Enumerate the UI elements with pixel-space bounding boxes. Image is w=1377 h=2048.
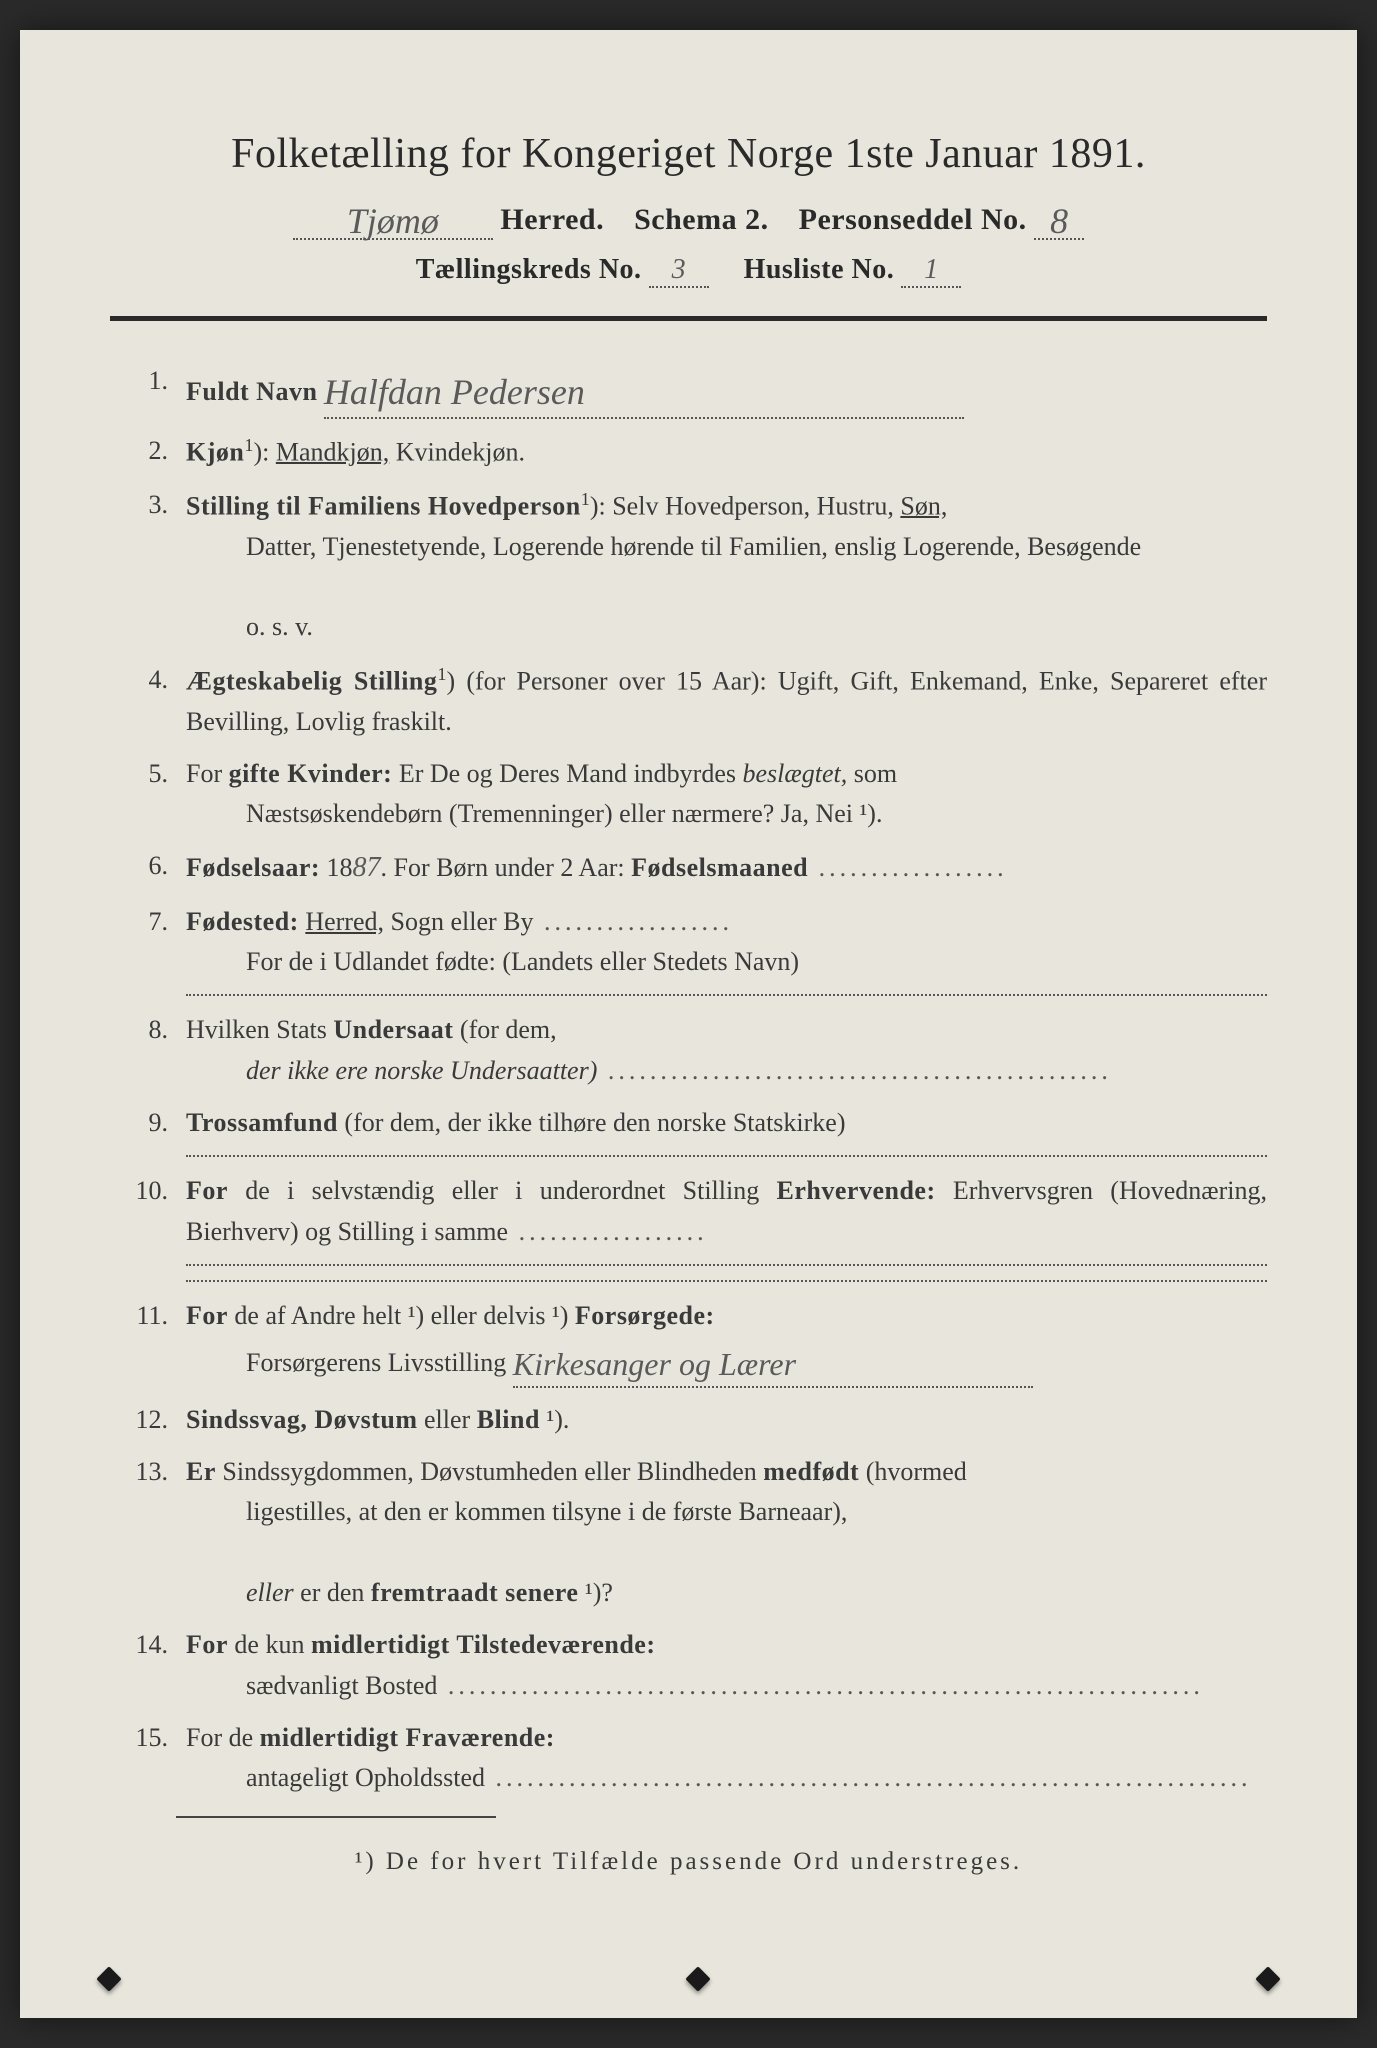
item-body: For de kun midlertidigt Tilstedeværende:… [186, 1625, 1267, 1706]
item-body: For gifte Kvinder: Er De og Deres Mand i… [186, 754, 1267, 835]
item-number: 3. [120, 485, 186, 648]
form-item: 12.Sindssvag, Døvstum eller Blind ¹). [120, 1400, 1267, 1440]
item-number: 2. [120, 431, 186, 473]
form-title: Folketælling for Kongeriget Norge 1ste J… [110, 130, 1267, 178]
item-number: 15. [120, 1718, 186, 1799]
item-body: Sindssvag, Døvstum eller Blind ¹). [186, 1400, 1267, 1440]
herred-label: Herred. [500, 203, 604, 236]
personseddel-hw: 8 [1034, 196, 1084, 240]
form-item: 7.Fødested: Herred, Sogn eller By ......… [120, 902, 1267, 983]
item-body: Stilling til Familiens Hovedperson1): Se… [186, 485, 1267, 648]
item-number: 11. [120, 1296, 186, 1388]
form-item: 10.For de i selvstændig eller i underord… [120, 1171, 1267, 1252]
form-item: 1.Fuldt Navn Halfdan Pedersen [120, 361, 1267, 419]
form-item: 13.Er Sindssygdommen, Døvstumheden eller… [120, 1452, 1267, 1613]
form-item: 3.Stilling til Familiens Hovedperson1): … [120, 485, 1267, 648]
item-body: For de midlertidigt Fraværende:antagelig… [186, 1718, 1267, 1799]
kreds-label: Tællingskreds No. [416, 254, 642, 285]
item-number: 5. [120, 754, 186, 835]
husliste-hw: 1 [901, 254, 961, 288]
pin-icon [685, 1966, 710, 1991]
item-body: Er Sindssygdommen, Døvstumheden eller Bl… [186, 1452, 1267, 1613]
item-body: For de af Andre helt ¹) eller delvis ¹) … [186, 1296, 1267, 1388]
schema-label: Schema 2. [634, 203, 769, 236]
pin-icon [96, 1966, 121, 1991]
item-number: 14. [120, 1625, 186, 1706]
item-number: 9. [120, 1103, 186, 1143]
header-line-3: Tællingskreds No. 3 Husliste No. 1 [110, 254, 1267, 288]
form-item: 14.For de kun midlertidigt Tilstedeværen… [120, 1625, 1267, 1706]
form-item: 2.Kjøn1): Mandkjøn, Kvindekjøn. [120, 431, 1267, 473]
item-number: 1. [120, 361, 186, 419]
form-item: 15.For de midlertidigt Fraværende:antage… [120, 1718, 1267, 1799]
item-body: Kjøn1): Mandkjøn, Kvindekjøn. [186, 431, 1267, 473]
item-number: 4. [120, 660, 186, 742]
header-line-2: Tjømø Herred. Schema 2. Personseddel No.… [110, 196, 1267, 240]
dotted-rule [186, 1280, 1267, 1282]
form-item: 4.Ægteskabelig Stilling1) (for Personer … [120, 660, 1267, 742]
census-form-page: Folketælling for Kongeriget Norge 1ste J… [20, 30, 1357, 2018]
form-item: 5.For gifte Kvinder: Er De og Deres Mand… [120, 754, 1267, 835]
item-number: 7. [120, 902, 186, 983]
personseddel-label: Personseddel No. [799, 203, 1027, 236]
form-item: 6.Fødselsaar: 1887. For Børn under 2 Aar… [120, 846, 1267, 889]
form-item: 11.For de af Andre helt ¹) eller delvis … [120, 1296, 1267, 1388]
item-number: 6. [120, 846, 186, 889]
form-items: 1.Fuldt Navn Halfdan Pedersen2.Kjøn1): M… [110, 361, 1267, 1798]
husliste-label: Husliste No. [744, 254, 895, 285]
item-body: Ægteskabelig Stilling1) (for Personer ov… [186, 660, 1267, 742]
item-number: 12. [120, 1400, 186, 1440]
item-body: Trossamfund (for dem, der ikke tilhøre d… [186, 1103, 1267, 1143]
form-header: Folketælling for Kongeriget Norge 1ste J… [110, 130, 1267, 288]
item-number: 8. [120, 1010, 186, 1091]
dotted-rule [186, 1264, 1267, 1266]
dotted-rule [186, 1155, 1267, 1157]
footnote-rule [176, 1816, 496, 1818]
form-item: 8.Hvilken Stats Undersaat (for dem,der i… [120, 1010, 1267, 1091]
dotted-rule [186, 994, 1267, 996]
herred-handwritten: Tjømø [293, 196, 493, 240]
divider-thick [110, 316, 1267, 321]
item-body: For de i selvstændig eller i underordnet… [186, 1171, 1267, 1252]
footnote: ¹) De for hvert Tilfælde passende Ord un… [110, 1848, 1267, 1876]
pin-icon [1255, 1966, 1280, 1991]
item-number: 10. [120, 1171, 186, 1252]
item-body: Fødested: Herred, Sogn eller By ........… [186, 902, 1267, 983]
kreds-hw: 3 [649, 254, 709, 288]
item-body: Fuldt Navn Halfdan Pedersen [186, 361, 1267, 419]
item-body: Fødselsaar: 1887. For Børn under 2 Aar: … [186, 846, 1267, 889]
form-item: 9.Trossamfund (for dem, der ikke tilhøre… [120, 1103, 1267, 1143]
item-number: 13. [120, 1452, 186, 1613]
item-body: Hvilken Stats Undersaat (for dem,der ikk… [186, 1010, 1267, 1091]
